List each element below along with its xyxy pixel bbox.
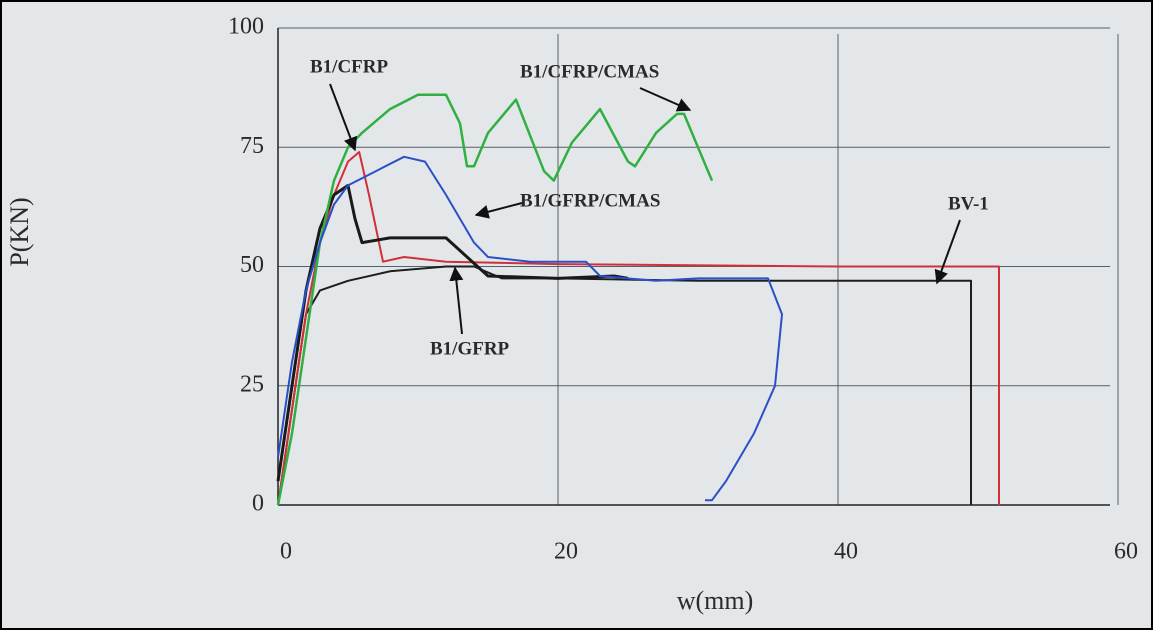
annotation-arrow (329, 83, 358, 152)
y-tick-label: 25 (240, 371, 264, 397)
y-tick-label: 0 (252, 491, 264, 517)
series-line (277, 265, 972, 506)
series-label: B1/GFRP/CMAS (520, 190, 660, 211)
x-axis-label: w(mm) (677, 586, 754, 615)
annotation-arrow (934, 219, 961, 285)
series-label: B1/CFRP/CMAS (520, 61, 659, 82)
series-line (277, 151, 1000, 506)
series-label: BV-1 (948, 193, 989, 214)
x-tick-label: 60 (1114, 539, 1138, 565)
annotation-arrow (449, 266, 464, 335)
y-axis-label: P(KN) (5, 197, 34, 266)
annotation-arrow (474, 202, 523, 219)
series-line (276, 93, 714, 506)
series-label: B1/GFRP (430, 338, 510, 359)
x-tick-label: 40 (834, 539, 858, 565)
series-line (277, 155, 783, 502)
y-tick-label: 100 (228, 14, 264, 40)
series-label: B1/CFRP (310, 56, 389, 77)
x-tick-label: 0 (280, 539, 292, 565)
x-tick-label: 20 (554, 539, 578, 565)
y-tick-label: 50 (240, 252, 264, 278)
annotation-arrow (639, 87, 692, 112)
series-line (276, 183, 629, 482)
y-tick-label: 75 (240, 133, 264, 159)
